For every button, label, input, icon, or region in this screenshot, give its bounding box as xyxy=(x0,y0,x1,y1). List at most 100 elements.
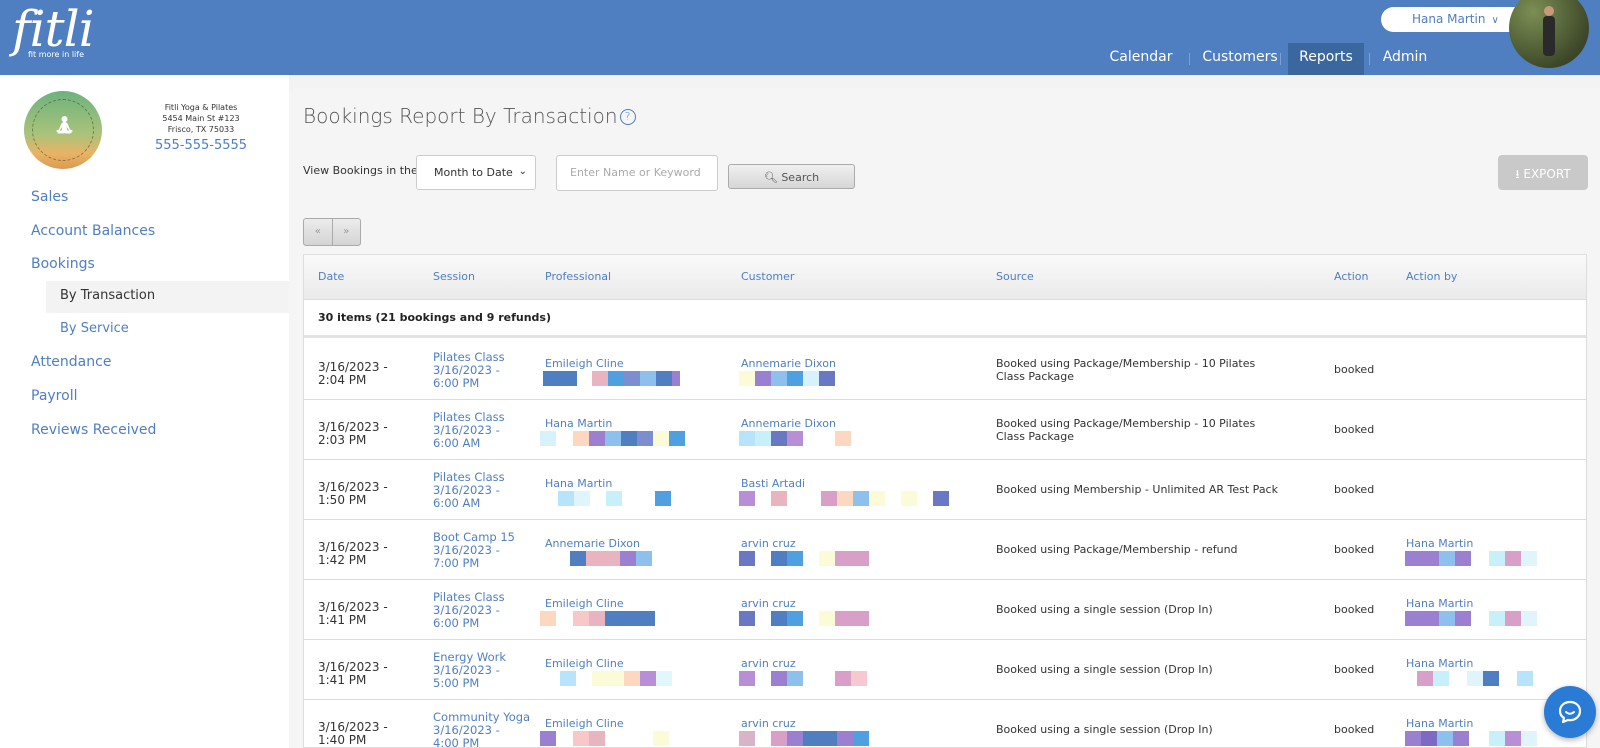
pager-next-button[interactable]: » xyxy=(343,226,350,237)
column-header-action-by[interactable]: Action by xyxy=(1406,270,1458,283)
chat-button[interactable] xyxy=(1544,686,1596,738)
period-select[interactable]: Month to Date ⌄ xyxy=(416,155,536,190)
export-button[interactable]: ⭳ EXPORT xyxy=(1498,155,1588,190)
column-header-action[interactable]: Action xyxy=(1334,270,1369,283)
sidebar-item-payroll[interactable]: Payroll xyxy=(31,388,78,404)
nav-reports[interactable]: Reports xyxy=(1288,43,1364,75)
action-by-link[interactable]: Hana Martin xyxy=(1406,597,1474,610)
studio-phone[interactable]: 555-555-5555 xyxy=(154,138,248,153)
session-time: 6:00 AM xyxy=(433,496,481,510)
logo-ring xyxy=(32,99,94,161)
professional-link[interactable]: Emileigh Cline xyxy=(545,357,624,370)
sidebar-item-by-service[interactable]: By Service xyxy=(60,321,129,336)
customer-link[interactable]: arvin cruz xyxy=(741,657,796,670)
search-input[interactable]: Enter Name or Keyword xyxy=(556,155,718,191)
date-cell: 3/16/2023 -1:50 PM xyxy=(318,481,418,507)
user-menu[interactable]: Hana Martin ∨ xyxy=(1381,7,1531,32)
action-by-link[interactable]: Hana Martin xyxy=(1406,717,1474,730)
user-avatar[interactable] xyxy=(1509,0,1589,68)
column-header-date[interactable]: Date xyxy=(318,270,345,283)
avatar-photo xyxy=(1544,6,1554,16)
session-time: 6:00 AM xyxy=(433,436,481,450)
source-cell: Booked using a single session (Drop In) xyxy=(996,723,1213,736)
session-time: 4:00 PM xyxy=(433,736,480,748)
professional-link[interactable]: Annemarie Dixon xyxy=(545,537,640,550)
date-line: 3/16/2023 - xyxy=(318,720,388,734)
logo-tagline: fit more in life xyxy=(28,50,85,59)
chat-bubble-icon xyxy=(1558,700,1582,724)
customer-link[interactable]: Annemarie Dixon xyxy=(741,417,836,430)
page-title-text: Bookings Report By Transaction xyxy=(303,104,618,128)
session-cell[interactable]: Pilates Class 3/16/2023 -6:00 AM xyxy=(433,471,533,510)
session-cell[interactable]: Boot Camp 15 3/16/2023 -7:00 PM xyxy=(433,531,533,570)
nav-admin[interactable]: Admin xyxy=(1382,49,1428,65)
chevron-down-icon: ∨ xyxy=(1491,15,1499,26)
professional-link[interactable]: Emileigh Cline xyxy=(545,597,624,610)
session-cell[interactable]: Pilates Class 3/16/2023 -6:00 PM xyxy=(433,591,533,630)
professional-link[interactable]: Emileigh Cline xyxy=(545,717,624,730)
search-label: Search xyxy=(781,171,820,184)
customer-link[interactable]: Basti Artadi xyxy=(741,477,806,490)
session-date: 3/16/2023 - xyxy=(433,363,500,377)
sidebar-item-bookings[interactable]: Bookings xyxy=(31,256,95,272)
sidebar-item-attendance[interactable]: Attendance xyxy=(31,354,112,370)
table-summary: 30 items (21 bookings and 9 refunds) xyxy=(304,300,1586,338)
studio-address-1: 5454 Main St #123 xyxy=(162,114,240,123)
customer-link[interactable]: arvin cruz xyxy=(741,597,796,610)
action-cell: booked xyxy=(1334,663,1375,676)
customer-link[interactable]: Annemarie Dixon xyxy=(741,357,836,370)
session-cell[interactable]: Community Yoga 3/16/2023 -4:00 PM xyxy=(433,711,533,748)
session-name: Community Yoga xyxy=(433,710,531,724)
time-line: 2:03 PM xyxy=(318,433,367,447)
studio-name: Fitli Yoga & Pilates xyxy=(164,103,238,112)
session-time: 5:00 PM xyxy=(433,676,480,690)
session-time: 7:00 PM xyxy=(433,556,480,570)
page-title: Bookings Report By Transaction? xyxy=(303,104,636,128)
session-time: 6:00 PM xyxy=(433,376,480,390)
search-button[interactable]: 🔍︎ Search xyxy=(728,164,855,189)
column-header-professional[interactable]: Professional xyxy=(545,270,612,283)
time-line: 1:50 PM xyxy=(318,493,367,507)
professional-link[interactable]: Emileigh Cline xyxy=(545,657,624,670)
time-line: 1:41 PM xyxy=(318,673,367,687)
source-cell: Booked using Membership - Unlimited AR T… xyxy=(996,483,1278,496)
professional-link[interactable]: Hana Martin xyxy=(545,417,613,430)
action-cell: booked xyxy=(1334,423,1375,436)
help-icon[interactable]: ? xyxy=(619,109,636,125)
action-cell: booked xyxy=(1334,543,1375,556)
source-cell: Booked using Package/Membership - refund xyxy=(996,543,1238,556)
top-bar: fitli fit more in life Calendar Customer… xyxy=(0,0,1600,75)
session-date: 3/16/2023 - xyxy=(433,543,500,557)
date-line: 3/16/2023 - xyxy=(318,540,388,554)
customer-link[interactable]: arvin cruz xyxy=(741,717,796,730)
period-value: Month to Date xyxy=(434,166,513,179)
action-cell: booked xyxy=(1334,603,1375,616)
date-line: 3/16/2023 - xyxy=(318,480,388,494)
source-cell: Booked using Package/Membership - 10 Pil… xyxy=(996,417,1256,443)
action-by-link[interactable]: Hana Martin xyxy=(1406,537,1474,550)
table-row: 3/16/2023 -1:41 PM Energy Work 3/16/2023 … xyxy=(304,640,1586,700)
sidebar-item-by-transaction[interactable]: By Transaction xyxy=(46,281,289,313)
session-date: 3/16/2023 - xyxy=(433,723,500,737)
pager-prev-button[interactable]: « xyxy=(304,219,333,245)
sidebar-item-account-balances[interactable]: Account Balances xyxy=(31,223,156,239)
sidebar-item-sales[interactable]: Sales xyxy=(31,189,69,205)
time-line: 2:04 PM xyxy=(318,373,367,387)
fitli-logo[interactable]: fitli fit more in life xyxy=(12,2,95,59)
session-cell[interactable]: Energy Work 3/16/2023 -5:00 PM xyxy=(433,651,533,690)
session-cell[interactable]: Pilates Class 3/16/2023 -6:00 PM xyxy=(433,351,533,390)
nav-calendar[interactable]: Calendar xyxy=(1109,49,1173,65)
column-header-source[interactable]: Source xyxy=(996,270,1034,283)
export-label: EXPORT xyxy=(1523,167,1571,181)
customer-link[interactable]: arvin cruz xyxy=(741,537,796,550)
sidebar-item-reviews-received[interactable]: Reviews Received xyxy=(31,422,157,438)
time-line: 1:41 PM xyxy=(318,613,367,627)
action-by-link[interactable]: Hana Martin xyxy=(1406,657,1474,670)
nav-customers[interactable]: Customers xyxy=(1202,49,1278,65)
action-cell: booked xyxy=(1334,483,1375,496)
session-date: 3/16/2023 - xyxy=(433,423,500,437)
session-cell[interactable]: Pilates Class 3/16/2023 -6:00 AM xyxy=(433,411,533,450)
column-header-customer[interactable]: Customer xyxy=(741,270,795,283)
professional-link[interactable]: Hana Martin xyxy=(545,477,613,490)
column-header-session[interactable]: Session xyxy=(433,270,475,283)
